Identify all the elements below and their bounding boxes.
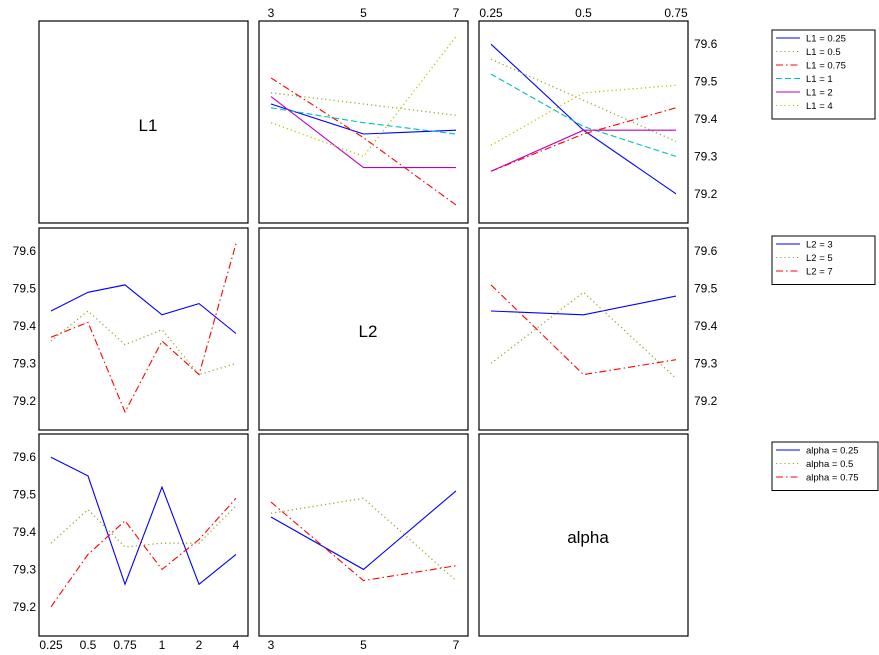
panel-frame-r0-c2 [478, 20, 689, 224]
legend-label-L1-3: L1 = 1 [806, 74, 833, 85]
x-tick-label-bottom-L1-5: 4 [233, 638, 240, 650]
panel-frame-r2-c0 [38, 433, 249, 637]
legend-label-L1-4: L1 = 2 [806, 88, 833, 99]
legend-label-L2-1: L2 = 5 [806, 253, 833, 264]
x-tick-label-bottom-L1-4: 2 [196, 638, 203, 650]
y-tick-label-right-row0-2: 79.4 [694, 112, 718, 126]
x-tick-label-bottom-L1-2: 0.75 [113, 638, 137, 650]
series-line-L2-vs-L1-1 [270, 92, 457, 116]
y-tick-label-left-row1-1: 79.3 [13, 356, 37, 370]
y-tick-label-right-row1-4: 79.6 [694, 244, 718, 258]
series-line-L1-vs-L2-0 [50, 284, 237, 334]
y-tick-label-right-row1-1: 79.3 [694, 356, 718, 370]
series-line-L2-vs-alpha-2 [270, 501, 457, 582]
y-tick-label-left-row2-4: 79.6 [13, 450, 37, 464]
series-line-alpha-vs-L2-0 [490, 295, 677, 316]
x-tick-label-bottom-L1-0: 0.25 [39, 638, 63, 650]
legend-label-L1-2: L1 = 0.75 [806, 61, 846, 72]
panel-frame-r2-c1 [258, 433, 469, 637]
y-tick-label-left-row1-3: 79.5 [13, 282, 37, 296]
y-tick-label-right-row0-1: 79.3 [694, 149, 718, 163]
x-tick-label-bottom-L2-1: 5 [360, 638, 367, 650]
series-line-L2-vs-L1-5 [270, 36, 457, 158]
series-line-L1-vs-alpha-2 [50, 497, 237, 608]
y-tick-label-right-row0-0: 79.2 [694, 187, 718, 201]
x-tick-label-top-alpha-0: 0.25 [479, 6, 503, 20]
series-line-alpha-vs-L1-5 [490, 84, 677, 146]
legend-label-L1-1: L1 = 0.5 [806, 47, 841, 58]
y-tick-label-right-row0-4: 79.6 [694, 37, 718, 51]
x-tick-label-bottom-L1-3: 1 [159, 638, 166, 650]
series-line-alpha-vs-L1-4 [490, 129, 676, 172]
legend-label-L1-0: L1 = 0.25 [806, 34, 846, 45]
diagonal-label-alpha: alpha [567, 528, 609, 547]
panel-frame-r1-c0 [38, 227, 249, 431]
panel-frame-r0-c0 [38, 20, 249, 224]
y-tick-label-left-row2-2: 79.4 [13, 525, 37, 539]
legend-box-L1 [771, 29, 876, 120]
x-tick-label-top-L2-0: 3 [268, 6, 275, 20]
series-line-L2-vs-alpha-1 [270, 497, 457, 582]
series-line-L2-vs-L1-2 [270, 77, 457, 206]
series-line-L2-vs-L1-3 [270, 107, 457, 135]
legend-label-alpha-1: alpha = 0.5 [806, 459, 853, 470]
y-tick-label-left-row1-2: 79.4 [13, 319, 37, 333]
diagonal-label-L2: L2 [359, 322, 378, 341]
panel-frame-r1-c2 [478, 227, 689, 431]
y-tick-label-right-row0-3: 79.5 [694, 75, 718, 89]
series-line-L1-vs-alpha-0 [50, 456, 237, 586]
x-tick-label-top-L2-2: 7 [453, 6, 460, 20]
x-tick-label-top-L2-1: 5 [360, 6, 367, 20]
series-line-L2-vs-L1-0 [270, 103, 457, 135]
series-line-alpha-vs-L2-1 [490, 291, 677, 379]
x-tick-label-top-alpha-1: 0.5 [575, 6, 592, 20]
y-tick-label-right-row1-2: 79.4 [694, 319, 718, 333]
series-line-L2-vs-L1-4 [270, 96, 456, 169]
legend-label-alpha-2: alpha = 0.75 [806, 473, 859, 484]
y-tick-label-left-row2-3: 79.5 [13, 488, 37, 502]
x-tick-label-top-alpha-2: 0.75 [664, 6, 688, 20]
legend-label-L2-0: L2 = 3 [806, 240, 833, 251]
y-tick-label-left-row1-0: 79.2 [13, 394, 37, 408]
y-tick-label-left-row1-4: 79.6 [13, 244, 37, 258]
series-line-L2-vs-alpha-0 [270, 490, 457, 571]
series-line-L1-vs-alpha-1 [50, 505, 237, 548]
legend-label-L1-5: L1 = 4 [806, 101, 833, 112]
y-tick-label-left-row2-0: 79.2 [13, 600, 37, 614]
series-line-alpha-vs-L1-1 [490, 58, 677, 142]
y-tick-label-right-row1-3: 79.5 [694, 282, 718, 296]
y-tick-label-left-row2-1: 79.3 [13, 562, 37, 576]
panel-frame-r2-c2 [478, 433, 689, 637]
panel-frame-r0-c1 [258, 20, 469, 224]
series-line-alpha-vs-L1-0 [490, 43, 677, 195]
series-line-alpha-vs-L1-3 [490, 73, 677, 157]
x-tick-label-bottom-L1-1: 0.5 [80, 638, 97, 650]
series-line-alpha-vs-L2-2 [490, 284, 677, 376]
legend-label-L2-2: L2 = 7 [806, 267, 833, 278]
series-line-L1-vs-L2-1 [50, 310, 237, 376]
legend-label-alpha-0: alpha = 0.25 [806, 446, 859, 457]
series-line-alpha-vs-L1-2 [490, 107, 677, 172]
panel-frame-r1-c1 [258, 227, 469, 431]
series-line-L1-vs-L2-2 [50, 243, 237, 414]
diagonal-label-L1: L1 [139, 116, 158, 135]
x-tick-label-bottom-L2-2: 7 [453, 638, 460, 650]
y-tick-label-right-row1-0: 79.2 [694, 394, 718, 408]
x-tick-label-bottom-L2-0: 3 [268, 638, 275, 650]
